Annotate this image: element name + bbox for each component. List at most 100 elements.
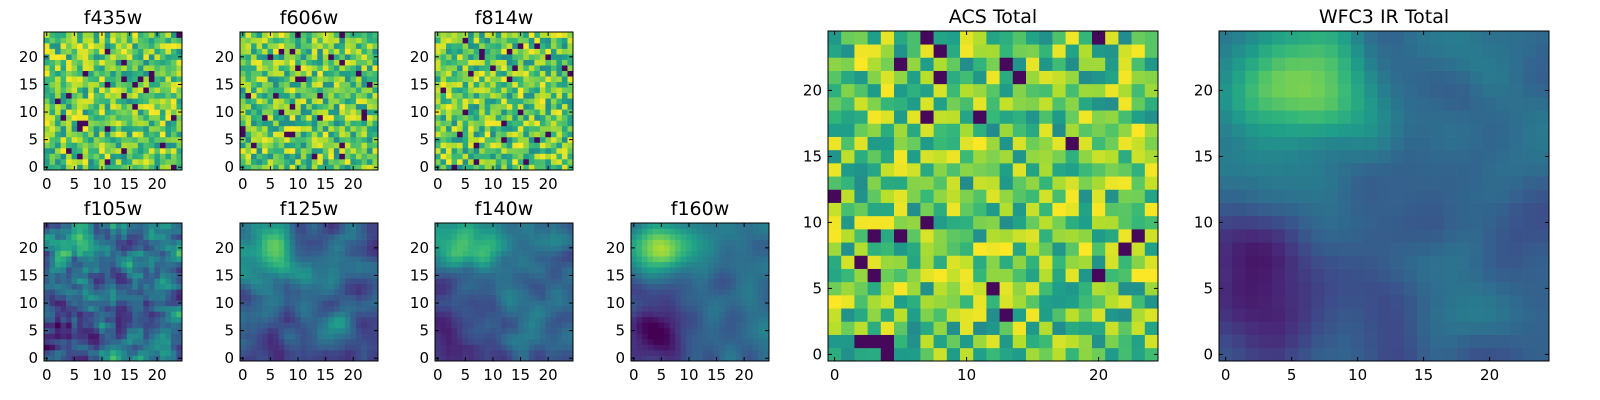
heatmap-cell (170, 92, 177, 99)
heatmap-cell (121, 316, 128, 323)
heatmap-cell (636, 338, 643, 345)
heatmap-cell (339, 153, 346, 160)
heatmap-cell (361, 65, 368, 71)
heatmap-cell (126, 344, 133, 351)
heatmap-cell (245, 245, 252, 251)
heatmap-cell (60, 43, 67, 49)
heatmap-cell (99, 43, 106, 49)
heatmap-cell (462, 109, 469, 116)
heatmap-cell (339, 283, 346, 290)
heatmap-cell (311, 37, 318, 44)
heatmap-cell (267, 322, 274, 329)
heatmap-cell (724, 300, 731, 307)
heatmap-cell (245, 250, 252, 257)
heatmap-cell (99, 37, 106, 44)
heatmap-cell (702, 294, 709, 301)
heatmap-cell (176, 289, 183, 296)
heatmap-cell (462, 153, 469, 160)
heatmap-cell (273, 267, 279, 274)
heatmap-cell (561, 267, 568, 274)
heatmap-cell (115, 349, 122, 356)
heatmap-cell (366, 81, 373, 88)
heatmap-cell (99, 316, 106, 323)
heatmap-cell (473, 256, 480, 262)
heatmap-cell (462, 48, 469, 55)
heatmap-cell (880, 229, 895, 243)
heatmap-cell (317, 267, 324, 274)
heatmap-cell (435, 333, 441, 340)
heatmap-cell (77, 239, 83, 246)
heatmap-cell (350, 311, 357, 318)
x-tick-label: 20 (344, 175, 363, 193)
heatmap-cell (506, 267, 513, 274)
heatmap-cell (561, 76, 568, 83)
heatmap-cell (556, 59, 563, 66)
heatmap-cell (176, 349, 183, 356)
heatmap-cell (730, 261, 737, 268)
heatmap-cell (757, 245, 764, 251)
heatmap-cell (523, 311, 530, 318)
heatmap-cell (479, 114, 486, 121)
heatmap-cell (462, 142, 469, 149)
heatmap-cell (473, 43, 480, 49)
heatmap-cell (490, 338, 497, 345)
heatmap-cell (664, 294, 670, 301)
heatmap-cell (440, 125, 447, 132)
heatmap-cell (841, 347, 855, 362)
heatmap-cell (262, 131, 268, 138)
heatmap-cell (60, 223, 67, 229)
heatmap-cell (894, 321, 908, 335)
heatmap-cell (462, 43, 469, 49)
heatmap-cell (121, 136, 128, 143)
heatmap-cell (88, 76, 95, 83)
heatmap-cell (311, 239, 318, 246)
heatmap-cell (339, 355, 346, 362)
heatmap-cell (372, 103, 379, 110)
heatmap-cell (468, 125, 474, 132)
heatmap-cell (1026, 295, 1040, 309)
heatmap-cell (735, 256, 742, 262)
x-tick-label: 10 (288, 366, 307, 384)
heatmap-cell (473, 272, 480, 279)
heatmap-cell (545, 125, 552, 132)
heatmap-cell (55, 250, 61, 257)
heatmap-cell (104, 136, 111, 143)
heatmap-cell (300, 114, 307, 121)
heatmap-cell (462, 333, 469, 340)
heatmap-cell (1105, 255, 1119, 269)
heatmap-cell (457, 283, 463, 290)
heatmap-cell (561, 239, 568, 246)
heatmap-cell (350, 256, 357, 262)
heatmap-cell (468, 294, 474, 301)
heatmap-cell (545, 250, 552, 257)
heatmap-cell (115, 272, 122, 279)
heatmap-cell (894, 255, 908, 269)
heatmap-cell (523, 245, 530, 251)
heatmap-cell (490, 142, 497, 149)
heatmap-cell (664, 327, 670, 334)
heatmap-cell (506, 278, 513, 285)
heatmap-cell (946, 229, 961, 243)
heatmap-cell (446, 43, 452, 49)
heatmap-cell (256, 76, 263, 83)
heatmap-cell (435, 87, 441, 94)
heatmap-cell (148, 153, 155, 160)
heatmap-cell (567, 70, 574, 77)
heatmap-cell (306, 239, 313, 246)
heatmap-cell (550, 239, 557, 246)
heatmap-cell (71, 43, 78, 49)
heatmap-cell (44, 294, 50, 301)
heatmap-cell (262, 48, 268, 55)
heatmap-cell (99, 261, 106, 268)
heatmap-cell (686, 272, 693, 279)
heatmap-cell (473, 245, 480, 251)
heatmap-cell (539, 136, 546, 143)
heatmap-cell (77, 333, 83, 340)
heatmap-cell (148, 76, 155, 83)
heatmap-cell (495, 250, 502, 257)
heatmap-cell (317, 305, 324, 312)
heatmap-cell (1052, 229, 1066, 243)
heatmap-cell (267, 109, 274, 116)
y-tick-label: 15 (19, 266, 38, 284)
heatmap-cell (446, 87, 452, 94)
